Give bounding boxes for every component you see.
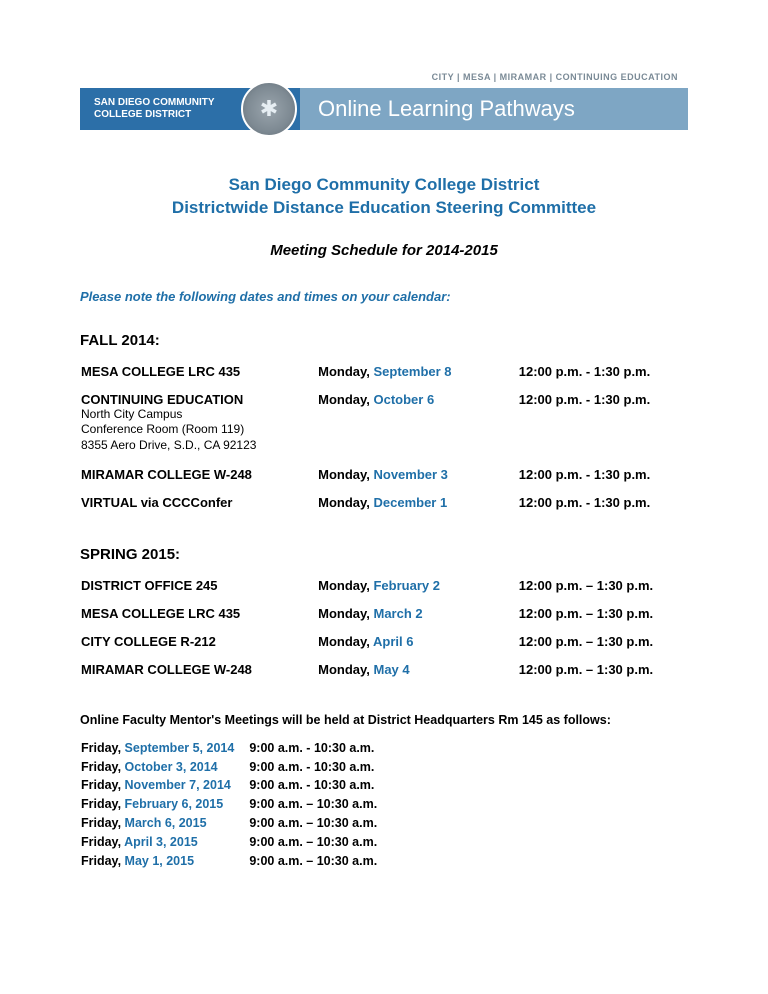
table-row: DISTRICT OFFICE 245Monday, February 212:… xyxy=(80,577,688,605)
mentor-time-cell: 9:00 a.m. - 10:30 a.m. xyxy=(248,776,391,795)
header-banner: CITY | MESA | MIRAMAR | CONTINUING EDUCA… xyxy=(80,70,688,134)
date-cell: Monday, March 2 xyxy=(317,605,518,633)
location-cell: CITY COLLEGE R-212 xyxy=(80,633,317,661)
fall-heading: FALL 2014: xyxy=(80,332,688,349)
subtitle: Meeting Schedule for 2014-2015 xyxy=(80,242,688,259)
mentor-date-cell: Friday, February 6, 2015 xyxy=(80,795,248,814)
time-cell: 12:00 p.m. – 1:30 p.m. xyxy=(518,605,688,633)
table-row: MIRAMAR COLLEGE W-248Monday, May 412:00 … xyxy=(80,661,688,689)
table-row: MESA COLLEGE LRC 435Monday, September 81… xyxy=(80,363,688,391)
table-row: MIRAMAR COLLEGE W-248Monday, November 31… xyxy=(80,466,688,494)
location-cell: MESA COLLEGE LRC 435 xyxy=(80,605,317,633)
table-row: CONTINUING EDUCATIONNorth City CampusCon… xyxy=(80,391,688,466)
mentor-date-cell: Friday, September 5, 2014 xyxy=(80,739,248,758)
document-page: CITY | MESA | MIRAMAR | CONTINUING EDUCA… xyxy=(0,0,768,931)
location-cell: MESA COLLEGE LRC 435 xyxy=(80,363,317,391)
banner-main: SAN DIEGO COMMUNITY COLLEGE DISTRICT Onl… xyxy=(80,88,688,130)
time-cell: 12:00 p.m. – 1:30 p.m. xyxy=(518,577,688,605)
title-block: San Diego Community College District Dis… xyxy=(80,174,688,220)
title-line-2: Districtwide Distance Education Steering… xyxy=(80,197,688,220)
table-row: Friday, February 6, 20159:00 a.m. – 10:3… xyxy=(80,795,391,814)
mentor-time-cell: 9:00 a.m. – 10:30 a.m. xyxy=(248,833,391,852)
mentor-date-cell: Friday, April 3, 2015 xyxy=(80,833,248,852)
time-cell: 12:00 p.m. - 1:30 p.m. xyxy=(518,466,688,494)
table-row: Friday, November 7, 20149:00 a.m. - 10:3… xyxy=(80,776,391,795)
date-cell: Monday, April 6 xyxy=(317,633,518,661)
mentor-time-cell: 9:00 a.m. – 10:30 a.m. xyxy=(248,814,391,833)
table-row: Friday, May 1, 20159:00 a.m. – 10:30 a.m… xyxy=(80,852,391,871)
banner-left-line1: SAN DIEGO COMMUNITY xyxy=(94,97,224,109)
mentor-time-cell: 9:00 a.m. - 10:30 a.m. xyxy=(248,758,391,777)
date-cell: Monday, September 8 xyxy=(317,363,518,391)
date-cell: Monday, May 4 xyxy=(317,661,518,689)
date-cell: Monday, October 6 xyxy=(317,391,518,466)
location-sublines: North City CampusConference Room (Room 1… xyxy=(81,407,316,454)
mentor-date-cell: Friday, May 1, 2015 xyxy=(80,852,248,871)
date-cell: Monday, February 2 xyxy=(317,577,518,605)
mentor-time-cell: 9:00 a.m. - 10:30 a.m. xyxy=(248,739,391,758)
location-cell: MIRAMAR COLLEGE W-248 xyxy=(80,466,317,494)
location-cell: DISTRICT OFFICE 245 xyxy=(80,577,317,605)
time-cell: 12:00 p.m. – 1:30 p.m. xyxy=(518,633,688,661)
spring-heading: SPRING 2015: xyxy=(80,546,688,563)
table-row: VIRTUAL via CCCConferMonday, December 11… xyxy=(80,494,688,522)
location-cell: CONTINUING EDUCATIONNorth City CampusCon… xyxy=(80,391,317,466)
banner-left-block: SAN DIEGO COMMUNITY COLLEGE DISTRICT xyxy=(80,88,238,130)
location-cell: MIRAMAR COLLEGE W-248 xyxy=(80,661,317,689)
table-row: Friday, September 5, 20149:00 a.m. - 10:… xyxy=(80,739,391,758)
table-row: Friday, October 3, 20149:00 a.m. - 10:30… xyxy=(80,758,391,777)
district-seal-icon xyxy=(238,88,300,130)
calendar-note: Please note the following dates and time… xyxy=(80,289,688,304)
mentor-time-cell: 9:00 a.m. – 10:30 a.m. xyxy=(248,852,391,871)
table-row: Friday, March 6, 20159:00 a.m. – 10:30 a… xyxy=(80,814,391,833)
location-cell: VIRTUAL via CCCConfer xyxy=(80,494,317,522)
title-line-1: San Diego Community College District xyxy=(80,174,688,197)
time-cell: 12:00 p.m. – 1:30 p.m. xyxy=(518,661,688,689)
fall-schedule-table: MESA COLLEGE LRC 435Monday, September 81… xyxy=(80,363,688,522)
mentor-schedule-table: Friday, September 5, 20149:00 a.m. - 10:… xyxy=(80,739,391,871)
table-row: Friday, April 3, 20159:00 a.m. – 10:30 a… xyxy=(80,833,391,852)
banner-right-title: Online Learning Pathways xyxy=(300,88,688,130)
mentor-date-cell: Friday, November 7, 2014 xyxy=(80,776,248,795)
time-cell: 12:00 p.m. - 1:30 p.m. xyxy=(518,391,688,466)
banner-left-line2: COLLEGE DISTRICT xyxy=(94,109,224,121)
date-cell: Monday, December 1 xyxy=(317,494,518,522)
time-cell: 12:00 p.m. - 1:30 p.m. xyxy=(518,494,688,522)
time-cell: 12:00 p.m. - 1:30 p.m. xyxy=(518,363,688,391)
mentor-date-cell: Friday, October 3, 2014 xyxy=(80,758,248,777)
mentor-time-cell: 9:00 a.m. – 10:30 a.m. xyxy=(248,795,391,814)
table-row: CITY COLLEGE R-212Monday, April 612:00 p… xyxy=(80,633,688,661)
date-cell: Monday, November 3 xyxy=(317,466,518,494)
table-row: MESA COLLEGE LRC 435Monday, March 212:00… xyxy=(80,605,688,633)
mentor-heading: Online Faculty Mentor's Meetings will be… xyxy=(80,713,688,727)
mentor-date-cell: Friday, March 6, 2015 xyxy=(80,814,248,833)
spring-schedule-table: DISTRICT OFFICE 245Monday, February 212:… xyxy=(80,577,688,689)
banner-top-text: CITY | MESA | MIRAMAR | CONTINUING EDUCA… xyxy=(432,70,688,90)
